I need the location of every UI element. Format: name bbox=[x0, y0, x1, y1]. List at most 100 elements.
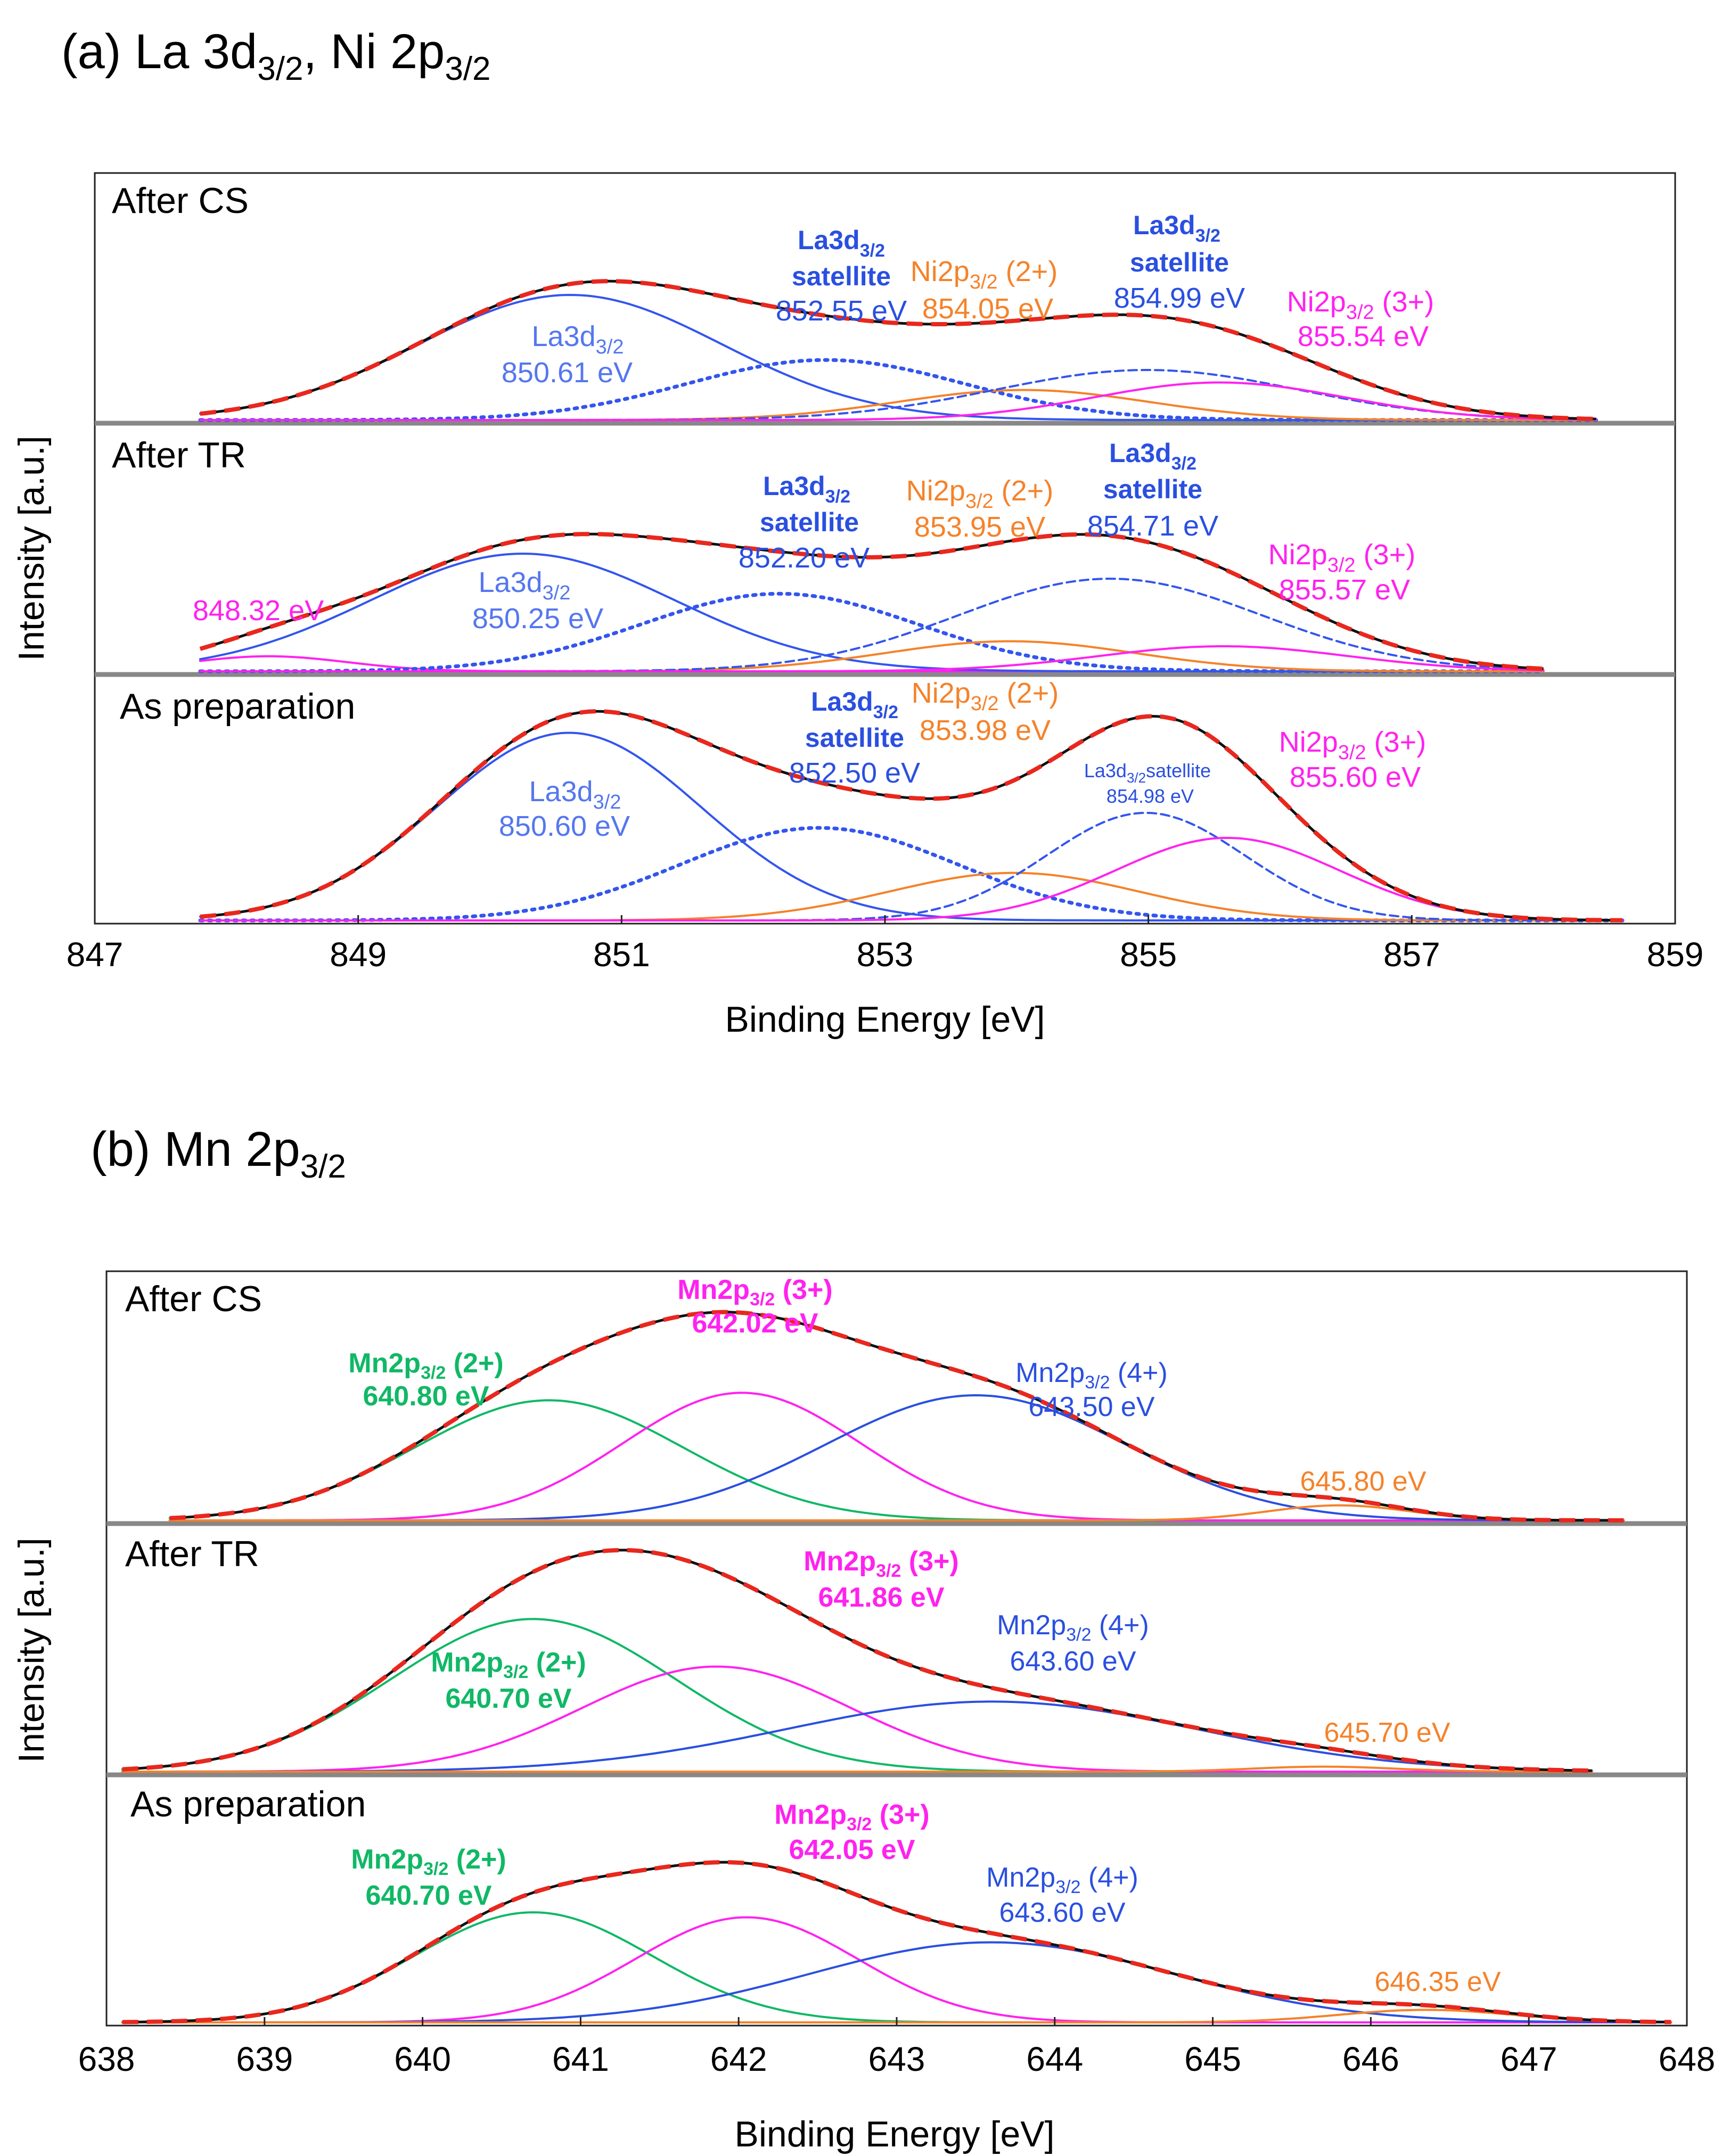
b-tr-mn2-label: Mn2p3/2 (2+) bbox=[431, 1647, 586, 1682]
panel-b-x-ticks: 638 639 640 641 642 643 644 645 646 647 648 bbox=[78, 2017, 1716, 2078]
x-tick-label: 644 bbox=[1026, 2040, 1083, 2078]
panel-a-x-ticks: 847 849 851 853 855 857 859 bbox=[67, 915, 1703, 974]
component-ni3-855.6 bbox=[199, 836, 1624, 921]
a-prep-la-sat2-energy: 854.98 eV bbox=[1106, 785, 1194, 807]
x-tick-label: 640 bbox=[394, 2040, 451, 2078]
a-cs-ni3-label: Ni2p3/2 (3+) bbox=[1287, 286, 1434, 324]
a-tr-ni2-energy: 853.95 eV bbox=[914, 511, 1045, 543]
a-prep-la-sat1-energy: 852.50 eV bbox=[789, 757, 920, 789]
panel-b-x-label: Binding Energy [eV] bbox=[734, 2114, 1054, 2154]
a-cs-la-sat1-energy: 852.55 eV bbox=[776, 295, 907, 327]
subpanel-a-prep-name: As preparation bbox=[120, 686, 355, 727]
a-prep-ni3-label: Ni2p3/2 (3+) bbox=[1279, 726, 1426, 764]
a-tr-la-sat1-word: satellite bbox=[760, 507, 859, 537]
a-prep-ni2-label: Ni2p3/2 (2+) bbox=[912, 677, 1059, 715]
a-cs-la-sat2-energy: 854.99 eV bbox=[1114, 282, 1245, 314]
a-prep-annotations: La3d3/2 850.60 eV La3d3/2 satellite 852.… bbox=[499, 677, 1426, 842]
subpanel-b-prep-name: As preparation bbox=[130, 1784, 366, 1824]
x-tick-label: 857 bbox=[1383, 935, 1440, 974]
a-prep-ni2-energy: 853.98 eV bbox=[920, 714, 1051, 746]
x-tick-label: 642 bbox=[710, 2040, 767, 2078]
b-prep-mn2-label: Mn2p3/2 (2+) bbox=[351, 1844, 506, 1879]
x-tick-label: 847 bbox=[67, 935, 124, 974]
a-prep-la-main-label: La3d3/2 bbox=[529, 776, 621, 813]
a-cs-ni2-label: Ni2p3/2 (2+) bbox=[911, 256, 1057, 293]
x-tick-label: 643 bbox=[868, 2040, 925, 2078]
b-prep-mn3-energy: 642.05 eV bbox=[789, 1834, 915, 1865]
fit-curve bbox=[199, 532, 1544, 671]
b-prep-mn4-energy: 643.60 eV bbox=[999, 1897, 1125, 1928]
a-tr-ni-low-energy: 848.32 eV bbox=[193, 595, 324, 627]
b-prep-mn3-label: Mn2p3/2 (3+) bbox=[774, 1799, 929, 1834]
panel-a: (a) La 3d3/2, Ni 2p3/2 847 849 851 853 855 85… bbox=[11, 24, 1703, 1040]
component-ni3-855.57 bbox=[199, 645, 1545, 672]
b-tr-mn4-label: Mn2p3/2 (4+) bbox=[997, 1610, 1149, 1645]
b-prep-sat-energy: 646.35 eV bbox=[1374, 1966, 1501, 1997]
a-cs-la-main-label: La3d3/2 bbox=[532, 320, 624, 358]
x-tick-label: 849 bbox=[330, 935, 387, 974]
x-tick-label: 638 bbox=[78, 2040, 135, 2078]
panel-a-curves bbox=[198, 279, 1625, 923]
a-prep-la-sat1-label: La3d3/2 bbox=[811, 687, 898, 722]
a-cs-annotations: La3d3/2 850.61 eV La3d3/2 satellite 852.… bbox=[502, 210, 1434, 389]
b-tr-mn4-energy: 643.60 eV bbox=[1010, 1646, 1136, 1677]
panel-a-x-label: Binding Energy [eV] bbox=[725, 999, 1045, 1040]
b-cs-sat-energy: 645.80 eV bbox=[1300, 1466, 1426, 1497]
fit-curve bbox=[169, 1310, 1624, 1523]
panel-b: (b) Mn 2p3/2 638 639 640 641 642 643 644 645 646… bbox=[11, 1122, 1715, 2154]
x-tick-label: 853 bbox=[857, 935, 914, 974]
fit-curve bbox=[122, 1860, 1671, 2025]
component-mn3-641.86 bbox=[121, 1665, 1593, 1773]
a-tr-la-sat2-word: satellite bbox=[1103, 474, 1202, 504]
a-cs-la-sat2-label: La3d3/2 bbox=[1133, 210, 1220, 246]
component-mn3-642.02 bbox=[168, 1392, 1625, 1521]
panel-b-y-label: Intensity [a.u.] bbox=[11, 1537, 52, 1763]
a-tr-la-main-energy: 850.25 eV bbox=[472, 603, 603, 635]
x-tick-label: 646 bbox=[1342, 2040, 1399, 2078]
panel-a-title: (a) La 3d3/2, Ni 2p3/2 bbox=[61, 24, 491, 87]
b-tr-annotations: Mn2p3/2 (2+) 640.70 eV Mn2p3/2 (3+) 641.… bbox=[431, 1546, 1450, 1748]
b-tr-sat-energy: 645.70 eV bbox=[1324, 1717, 1450, 1748]
a-prep-ni3-energy: 855.60 eV bbox=[1290, 761, 1421, 793]
b-cs-mn2-label: Mn2p3/2 (2+) bbox=[348, 1348, 503, 1383]
subpanel-b-tr-name: After TR bbox=[125, 1534, 259, 1574]
b-prep-mn2-energy: 640.70 eV bbox=[365, 1880, 491, 1911]
x-tick-label: 647 bbox=[1501, 2040, 1557, 2078]
panel-b-curves bbox=[121, 1310, 1672, 2025]
fit-curve bbox=[200, 279, 1596, 422]
b-cs-mn2-energy: 640.80 eV bbox=[363, 1381, 489, 1412]
x-tick-label: 855 bbox=[1120, 935, 1177, 974]
a-tr-annotations: 848.32 eV La3d3/2 850.25 eV La3d3/2 sate… bbox=[193, 438, 1415, 635]
b-cs-mn4-label: Mn2p3/2 (4+) bbox=[1015, 1357, 1168, 1393]
a-tr-la-sat1-label: La3d3/2 bbox=[763, 471, 850, 507]
a-cs-la-sat1-label: La3d3/2 bbox=[798, 225, 885, 261]
component-mn_sat-645.7 bbox=[121, 1765, 1593, 1773]
x-tick-label: 851 bbox=[593, 935, 650, 974]
a-prep-la-sat2-label: La3d3/2satellite bbox=[1084, 760, 1211, 786]
a-tr-ni3-energy: 855.57 eV bbox=[1279, 574, 1410, 606]
b-cs-annotations: Mn2p3/2 (2+) 640.80 eV Mn2p3/2 (3+) 642.… bbox=[348, 1274, 1426, 1497]
b-tr-mn3-energy: 641.86 eV bbox=[818, 1582, 944, 1613]
component-la-854.98 bbox=[199, 811, 1624, 921]
a-prep-la-sat1-word: satellite bbox=[805, 723, 904, 753]
subpanel-a-cs-name: After CS bbox=[112, 180, 249, 221]
component-la-850.25 bbox=[199, 553, 1545, 672]
a-tr-la-sat2-label: La3d3/2 bbox=[1109, 438, 1196, 474]
a-prep-la-main-energy: 850.60 eV bbox=[499, 810, 630, 842]
subpanel-b-cs-name: After CS bbox=[125, 1279, 262, 1319]
b-tr-mn3-label: Mn2p3/2 (3+) bbox=[803, 1546, 958, 1581]
component-la-852.2 bbox=[198, 591, 1546, 673]
fit-curve bbox=[200, 709, 1623, 923]
b-cs-mn4-energy: 643.50 eV bbox=[1028, 1392, 1154, 1422]
x-tick-label: 648 bbox=[1659, 2040, 1716, 2078]
x-tick-label: 639 bbox=[236, 2040, 293, 2078]
b-prep-annotations: Mn2p3/2 (2+) 640.70 eV Mn2p3/2 (3+) 642.… bbox=[351, 1799, 1501, 1997]
component-ni3-855.54 bbox=[199, 381, 1597, 421]
x-tick-label: 641 bbox=[552, 2040, 609, 2078]
a-cs-ni3-energy: 855.54 eV bbox=[1298, 320, 1429, 352]
a-cs-ni2-energy: 854.05 eV bbox=[922, 293, 1053, 325]
a-tr-la-sat2-energy: 854.71 eV bbox=[1087, 510, 1218, 542]
x-tick-label: 645 bbox=[1184, 2040, 1241, 2078]
a-cs-la-sat2-word: satellite bbox=[1130, 248, 1229, 277]
